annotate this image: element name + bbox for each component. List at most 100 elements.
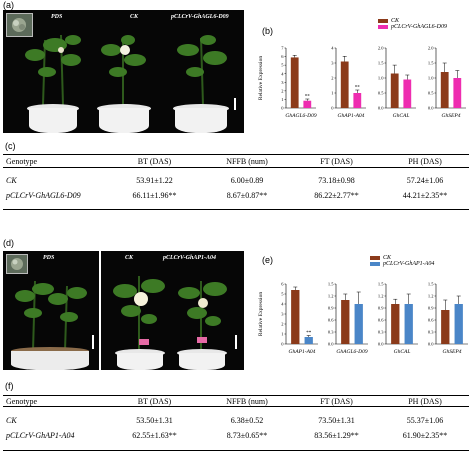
y-tick-label: 7	[281, 46, 284, 51]
y-axis-label: Relative Expression	[258, 292, 264, 336]
y-tick-label: 3	[281, 312, 284, 317]
significance-mark: **	[355, 86, 361, 91]
bar-ck	[391, 304, 400, 344]
table-row: CK 53.91±1.22 6.00±0.89 73.18±0.98 57.24…	[3, 173, 469, 187]
y-tick-label: 0.0	[378, 106, 384, 111]
table-cell: 73.18±0.98	[318, 175, 355, 185]
gene-label: GhSEP4	[442, 112, 461, 119]
panel-e-label: (e)	[262, 255, 273, 265]
table-cell: 55.37±1.06	[406, 415, 444, 425]
y-tick-label: 1.0	[378, 76, 384, 81]
y-tick-label: 1	[331, 91, 333, 96]
legend-label-treat: pCLCrV-GhAGL6-D09	[391, 24, 448, 30]
y-tick-label: 0	[331, 106, 334, 111]
table-cell: 61.90±2.35**	[402, 431, 448, 440]
gene-label: GhAP1-A04	[338, 112, 365, 119]
table-cell: 62.55±1.63**	[132, 431, 177, 440]
plants-illustration	[113, 276, 227, 351]
table-header: PH (DAS)	[408, 157, 442, 166]
table-cell: 83.56±1.29**	[314, 431, 359, 440]
y-tick-label: 5	[281, 292, 284, 297]
bar-chart-b: Relative Expression01234567**GhAGL6-D090…	[258, 46, 466, 119]
legend-swatch-ck	[378, 18, 388, 23]
pds-inset-image	[6, 13, 33, 37]
y-tick-label: 0	[281, 106, 284, 111]
y-tick-label: 0.6	[328, 318, 334, 323]
legend-swatch-treat	[378, 24, 388, 29]
table-cell: 66.11±1.96**	[132, 190, 177, 200]
panel-a-photo: PDS CK pCLCrV-GhAGL6-D09	[3, 10, 244, 133]
y-tick-label: 0.3	[378, 330, 384, 335]
panel-f-label: (f)	[5, 381, 14, 391]
table-header: NFFB (num)	[226, 396, 268, 406]
photo-label-treat: pCLCrV-GhAGL6-D09	[171, 14, 229, 20]
bar-treat	[453, 78, 462, 108]
y-tick-label: 3	[281, 80, 284, 85]
bar-ck	[341, 300, 350, 344]
gene-label: GhCAL	[394, 349, 411, 355]
table-header-row: Genotype BT (DAS) NFFB (num) FT (DAS) PH…	[3, 396, 469, 406]
panel-a-label: (a)	[3, 0, 14, 10]
y-tick-label: 4	[331, 46, 334, 51]
gene-label: GhAGL6-D09	[336, 349, 367, 355]
table-header: BT (DAS)	[137, 396, 172, 406]
y-tick-label: 1.5	[378, 282, 384, 287]
table-f-bottom-rule	[3, 450, 469, 451]
bar-treat	[303, 100, 312, 108]
table-header: PH (DAS)	[408, 396, 442, 406]
bar-treat	[454, 304, 463, 344]
table-row: CK 53.50±1.31 6.38±0.52 73.50±1.31 55.37…	[3, 413, 469, 427]
pot	[175, 108, 227, 133]
photo-label-pds: PDS	[43, 255, 55, 261]
table-row: pCLCrV-GhAGL6-D09 66.11±1.96** 8.67±0.87…	[3, 187, 469, 203]
legend-swatch-ck	[370, 255, 380, 260]
y-tick-label: 6	[281, 282, 284, 287]
table-header-row: Genotype BT (DAS) NFFB (num) FT (DAS) PH…	[3, 156, 469, 167]
table-cell-genotype: CK	[6, 415, 17, 425]
gene-label: GhAGL6-D09	[285, 113, 316, 119]
plants-illustration	[25, 34, 227, 106]
bar-chart-e: Relative Expression 0 1 2 3 4 5 6 ** GhAP1-A04 0.0…	[258, 282, 468, 355]
y-tick-label: 1.2	[378, 294, 384, 299]
y-tick-label: 0.0	[328, 342, 334, 347]
y-tick-label: 2	[331, 76, 333, 81]
panel-d-photo-left: PDS	[3, 251, 99, 370]
gene-label: GhCAL	[393, 113, 410, 119]
y-tick-label: 2.0	[378, 46, 384, 51]
table-cell: 53.91±1.22	[136, 175, 173, 185]
panel-d-photo-right: CK pCLCrV-GhAP1-A04	[101, 251, 244, 370]
y-tick-label: 0	[281, 342, 284, 347]
y-tick-label: 0.5	[378, 91, 384, 96]
y-tick-label: 0.0	[428, 342, 434, 347]
plants-illustration	[15, 280, 87, 352]
y-tick-label: 3	[331, 61, 334, 66]
photo-label-ck: CK	[130, 14, 139, 20]
y-tick-label: 0.6	[378, 318, 384, 323]
table-c-header-rule	[3, 167, 469, 168]
table-header: BT (DAS)	[137, 157, 172, 166]
pot	[11, 351, 89, 370]
significance-mark: **	[305, 95, 311, 100]
photo-label-pds: PDS	[51, 14, 63, 20]
table-cell: 44.21±2.35**	[402, 190, 448, 200]
panel-c-label: (c)	[5, 141, 16, 151]
gene-label: GhAP1-A04	[289, 348, 316, 355]
table-header: NFFB (num)	[226, 157, 268, 166]
bar-ck	[440, 72, 449, 108]
bar-treat	[404, 304, 413, 344]
table-cell: 73.50±1.31	[318, 415, 355, 425]
y-tick-label: 1.5	[428, 61, 434, 66]
y-tick-label: 0.3	[428, 330, 434, 335]
bar-treat	[353, 93, 362, 108]
table-cell-genotype: pCLCrV-GhAP1-A04	[6, 431, 75, 440]
pot	[117, 353, 163, 370]
bar-treat	[304, 337, 313, 344]
y-tick-label: 5	[281, 63, 284, 68]
table-c-top-rule	[3, 154, 469, 155]
y-tick-label: 1.5	[428, 282, 434, 287]
y-tick-label: 4	[281, 71, 284, 76]
table-cell-genotype: pCLCrV-GhAGL6-D09	[6, 190, 81, 200]
y-tick-label: 1	[281, 332, 283, 337]
bar-ck	[441, 310, 450, 344]
y-tick-label: 0.3	[328, 330, 334, 335]
